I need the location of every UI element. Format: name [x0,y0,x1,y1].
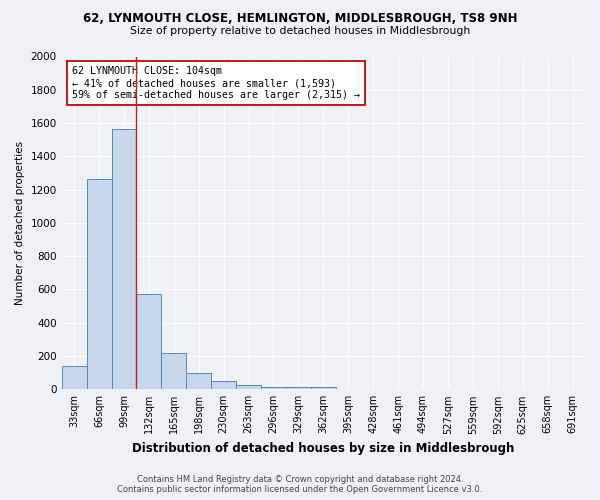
Y-axis label: Number of detached properties: Number of detached properties [15,141,25,305]
Text: Contains HM Land Registry data © Crown copyright and database right 2024.
Contai: Contains HM Land Registry data © Crown c… [118,474,482,494]
Text: Size of property relative to detached houses in Middlesbrough: Size of property relative to detached ho… [130,26,470,36]
Bar [161,352,186,390]
Bar [261,387,286,390]
Bar [186,374,211,390]
Bar [236,385,261,390]
Bar [311,387,336,390]
Text: 62, LYNMOUTH CLOSE, HEMLINGTON, MIDDLESBROUGH, TS8 9NH: 62, LYNMOUTH CLOSE, HEMLINGTON, MIDDLESB… [83,12,517,26]
Bar [112,129,136,390]
Bar [136,294,161,390]
Bar [86,179,112,390]
Bar [62,366,86,390]
Bar [286,387,311,390]
X-axis label: Distribution of detached houses by size in Middlesbrough: Distribution of detached houses by size … [132,442,515,455]
Text: 62 LYNMOUTH CLOSE: 104sqm
← 41% of detached houses are smaller (1,593)
59% of se: 62 LYNMOUTH CLOSE: 104sqm ← 41% of detac… [72,66,360,100]
Bar [211,381,236,390]
